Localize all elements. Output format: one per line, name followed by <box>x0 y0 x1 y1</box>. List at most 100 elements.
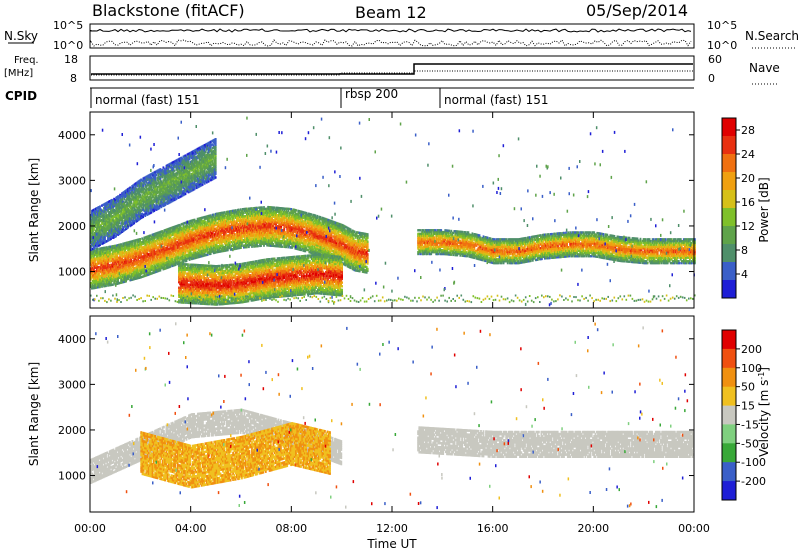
power-cell <box>227 217 230 221</box>
station-title: Blackstone (fitACF) <box>92 1 245 20</box>
power-cell <box>274 215 276 219</box>
power-cell <box>269 231 271 234</box>
power-cell <box>189 247 192 250</box>
power-cell <box>181 259 184 262</box>
power-cell <box>97 280 99 284</box>
power-cell <box>239 232 241 235</box>
power-cell <box>164 243 167 246</box>
power-cell <box>201 243 204 247</box>
power-cell <box>298 239 301 242</box>
power-cell <box>317 229 320 233</box>
power-cell <box>125 256 127 259</box>
power-cell <box>170 246 173 250</box>
power-cell <box>182 240 185 243</box>
power-cell <box>304 244 307 247</box>
power-cell <box>266 235 268 238</box>
power-cell <box>116 275 118 278</box>
power-cell <box>323 228 326 231</box>
power-cell <box>117 256 119 260</box>
power-cell <box>318 230 321 233</box>
power-cell <box>282 223 285 227</box>
power-cell <box>211 215 214 218</box>
power-cell <box>152 244 155 247</box>
power-cell <box>122 280 124 284</box>
power-cell <box>319 237 322 241</box>
power-cell <box>243 228 245 231</box>
power-cell <box>258 212 260 215</box>
power-cell <box>180 239 183 242</box>
power-cell <box>203 219 206 222</box>
power-cell <box>181 239 184 242</box>
power-cell <box>204 215 207 219</box>
power-cell <box>287 244 290 247</box>
power-cell <box>193 227 196 231</box>
power-cell <box>202 250 205 254</box>
power-cell <box>263 213 265 216</box>
power-cell <box>100 271 102 274</box>
power-cell <box>117 280 119 283</box>
power-cell <box>109 245 111 248</box>
power-cell <box>107 247 109 251</box>
power-cell <box>217 250 220 253</box>
power-cell <box>303 235 306 238</box>
power-cell <box>230 235 233 238</box>
power-cell <box>195 254 198 257</box>
power-cell <box>159 247 162 250</box>
power-cell <box>218 224 221 228</box>
power-cell <box>102 257 104 261</box>
power-cell <box>111 258 113 261</box>
power-cell <box>224 212 227 216</box>
power-cell <box>160 254 163 257</box>
power-cell <box>268 215 270 218</box>
power-cell <box>94 272 96 275</box>
power-cell <box>228 244 231 248</box>
power-cell <box>285 242 288 245</box>
power-cell <box>215 230 218 234</box>
power-cell <box>119 276 121 279</box>
power-cell <box>188 243 191 247</box>
power-cell <box>198 241 201 244</box>
power-cell <box>140 265 143 268</box>
power-cell <box>258 210 260 213</box>
power-cell <box>292 241 295 244</box>
power-cell <box>290 215 293 218</box>
power-cell <box>117 269 119 272</box>
power-cell <box>99 254 101 258</box>
power-cell <box>210 232 213 235</box>
power-cell <box>275 230 277 233</box>
power-cell <box>113 265 115 268</box>
power-cell <box>149 234 152 237</box>
power-cell <box>205 228 208 231</box>
power-cell <box>310 216 313 220</box>
power-cell <box>151 244 154 247</box>
power-cell <box>320 229 323 232</box>
power-cell <box>214 249 217 252</box>
power-cell <box>143 262 146 265</box>
power-cell <box>127 268 129 271</box>
power-cell <box>293 221 296 224</box>
power-cell <box>273 228 275 231</box>
power-cell <box>198 244 201 247</box>
power-cell <box>161 250 164 253</box>
power-cell <box>251 210 253 214</box>
power-cell <box>257 234 259 237</box>
power-cell <box>275 221 277 224</box>
power-cell <box>309 214 312 218</box>
power-cell <box>177 255 180 258</box>
power-cell <box>187 237 190 240</box>
power-cell <box>179 247 182 250</box>
power-cell <box>311 251 314 255</box>
power-cell <box>311 226 314 229</box>
power-cell <box>135 277 138 280</box>
power-cell <box>298 233 301 237</box>
power-cell <box>324 225 327 228</box>
power-cell <box>195 223 198 226</box>
power-cell <box>316 227 319 231</box>
power-cell <box>200 249 203 252</box>
power-cell <box>94 259 96 262</box>
power-cell <box>236 219 238 223</box>
power-cell <box>131 269 134 272</box>
power-cell <box>308 221 311 225</box>
power-cell <box>251 227 253 230</box>
power-cell <box>238 215 240 219</box>
